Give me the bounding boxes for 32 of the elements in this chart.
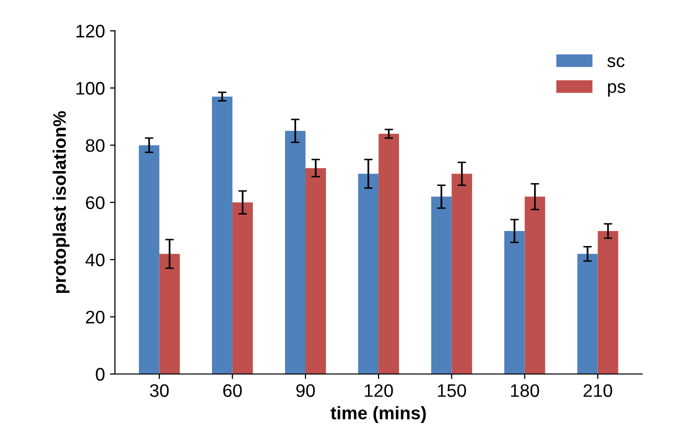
bar <box>232 202 253 374</box>
x-tick-label: 60 <box>223 384 242 397</box>
bar <box>358 174 379 374</box>
x-tick-label: 120 <box>364 384 393 397</box>
y-tick-label: 20 <box>86 310 104 324</box>
bar <box>285 130 306 374</box>
bar <box>378 134 400 374</box>
bar <box>138 145 160 374</box>
x-axis-title: time (mins) <box>330 406 426 423</box>
y-tick-label: 120 <box>76 24 104 38</box>
x-tick-label: 150 <box>438 384 466 397</box>
bar <box>305 168 326 374</box>
y-tick-label: 40 <box>86 254 104 266</box>
y-tick-label: 60 <box>86 196 104 210</box>
bar <box>452 174 472 374</box>
x-tick-label: 30 <box>150 384 169 397</box>
x-tick-label: 90 <box>296 384 315 397</box>
bar <box>431 196 452 374</box>
x-tick-label: 210 <box>584 384 612 397</box>
y-tick-label: 0 <box>96 368 104 381</box>
x-tick-label: 180 <box>511 384 540 397</box>
bar <box>524 196 546 374</box>
bar <box>504 231 525 374</box>
bar <box>598 231 618 374</box>
y-tick-label: 100 <box>76 82 104 95</box>
bar <box>159 254 180 374</box>
y-tick-label: 80 <box>86 139 104 152</box>
y-axis-title: protoplast isolation% <box>52 111 70 293</box>
bar <box>212 96 232 374</box>
bar <box>577 254 598 374</box>
legend-label: ps <box>608 83 626 97</box>
legend-label: sc <box>607 57 624 68</box>
